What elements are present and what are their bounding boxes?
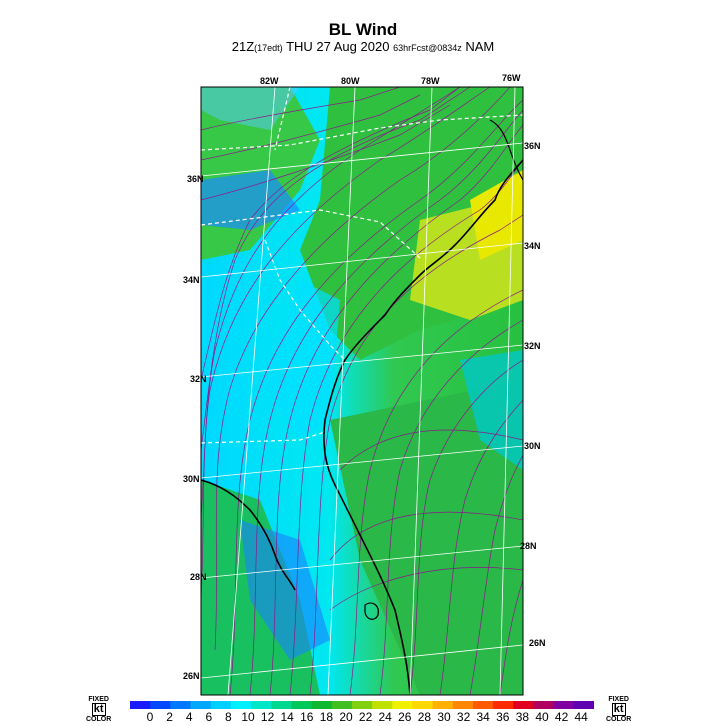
colorbar-tick-label: 40 bbox=[535, 710, 549, 724]
field-green-ocean bbox=[330, 380, 523, 695]
colorbar-swatch bbox=[351, 701, 373, 709]
colorbar-tick-label: 22 bbox=[358, 710, 373, 724]
colorbar-swatch bbox=[230, 701, 252, 709]
colorbar-right-legend: FIXED kt COLOR bbox=[606, 696, 631, 723]
lat-label-left-34n: 34N bbox=[183, 275, 200, 285]
lat-label-left-26n: 26N bbox=[183, 671, 200, 681]
colorbar bbox=[130, 701, 594, 709]
colorbar-swatch bbox=[311, 701, 333, 709]
field-blue-carolina bbox=[201, 170, 300, 230]
chart-title: BL Wind bbox=[328, 20, 398, 39]
colorbar-swatch bbox=[251, 701, 272, 709]
lon-label-80w: 80W bbox=[341, 76, 360, 86]
colorbar-tick-label: 24 bbox=[378, 710, 392, 724]
colorbar-left-fixed: FIXED bbox=[88, 696, 109, 703]
colorbar-tick-label: 38 bbox=[515, 710, 530, 724]
lon-label-78w: 78W bbox=[421, 76, 440, 86]
colorbar-tick-label: 32 bbox=[456, 710, 471, 724]
colorbar-tick-label: 8 bbox=[225, 710, 232, 724]
subtitle-model: NAM bbox=[465, 39, 495, 54]
lat-label-left-32n: 32N bbox=[190, 374, 207, 384]
lat-label-left-36n: 36N bbox=[187, 174, 204, 184]
atlantic-coastline bbox=[323, 159, 523, 695]
field-cyan-georgia bbox=[260, 280, 340, 440]
graticule bbox=[201, 87, 523, 695]
gulf-coastline bbox=[201, 479, 296, 591]
outer-banks bbox=[489, 119, 523, 181]
map-frame bbox=[200, 86, 524, 696]
colorbar-swatch bbox=[452, 701, 474, 709]
subtitle-local-time: (17edt) bbox=[254, 43, 283, 53]
field-blue-florida bbox=[240, 520, 330, 660]
lat-label-right-30n: 30N bbox=[524, 441, 541, 451]
subtitle-date: THU 27 Aug 2020 bbox=[286, 39, 390, 54]
colorbar-swatch bbox=[533, 701, 555, 709]
colorbar-tick-label: 44 bbox=[574, 710, 588, 724]
subtitle-forecast: 63hrFcst@0834z bbox=[393, 43, 462, 53]
colorbar-tick-label: 0 bbox=[146, 710, 154, 724]
lat-label-left-28n: 28N bbox=[190, 572, 207, 582]
colorbar-tick-label: 18 bbox=[319, 710, 334, 724]
colorbar-tick-label: 20 bbox=[339, 710, 353, 724]
lat-label-left-30n: 30N bbox=[183, 474, 200, 484]
colorbar-swatch bbox=[130, 701, 151, 709]
lat-label-right-36n: 36N bbox=[524, 141, 541, 151]
colorbar-swatch bbox=[412, 701, 434, 709]
colorbar-swatch bbox=[553, 701, 575, 709]
colorbar-swatch bbox=[271, 701, 292, 709]
colorbar-swatch bbox=[472, 701, 494, 709]
colorbar-tick-label: 4 bbox=[185, 710, 193, 724]
colorbar-left-unit: kt bbox=[91, 703, 106, 716]
colorbar-swatch bbox=[573, 701, 594, 709]
lake-okeechobee bbox=[364, 602, 379, 620]
lat-label-right-32n: 32N bbox=[524, 341, 541, 351]
lat-label-right-34n: 34N bbox=[524, 241, 541, 251]
colorbar-left-color: COLOR bbox=[86, 716, 112, 723]
lat-label-right-28n: 28N bbox=[520, 541, 537, 551]
colorbar-tick-label: 10 bbox=[241, 710, 255, 724]
chart-subtitle: 21Z(17edt) THU 27 Aug 2020 63hrFcst@0834… bbox=[0, 39, 726, 54]
colorbar-swatch bbox=[513, 701, 534, 709]
colorbar-right-fixed: FIXED bbox=[608, 696, 629, 703]
colorbar-tick-label: 2 bbox=[166, 710, 173, 724]
colorbar-tick-label: 16 bbox=[300, 710, 314, 724]
colorbar-swatch bbox=[493, 701, 514, 709]
lon-label-76w: 76W bbox=[502, 73, 521, 83]
field-yellow-core bbox=[470, 170, 523, 260]
colorbar-right-unit: kt bbox=[611, 703, 626, 716]
lon-label-82w: 82W bbox=[260, 76, 279, 86]
state-borders bbox=[201, 87, 523, 444]
subtitle-time: 21Z bbox=[231, 39, 255, 54]
colorbar-right-color: COLOR bbox=[606, 716, 632, 723]
colorbar-swatch bbox=[150, 701, 171, 709]
colorbar-swatch bbox=[432, 701, 454, 709]
lat-label-right-26n: 26N bbox=[529, 638, 546, 648]
colorbar-left-legend: FIXED kt COLOR bbox=[86, 696, 111, 723]
colorbar-tick-label: 34 bbox=[476, 710, 490, 724]
colorbar-swatch bbox=[372, 701, 393, 709]
colorbar-swatch bbox=[210, 701, 232, 709]
field-cyan-ocean bbox=[460, 350, 523, 470]
colorbar-swatch bbox=[331, 701, 353, 709]
colorbar-tick-label: 42 bbox=[554, 710, 569, 724]
streamlines bbox=[201, 87, 523, 695]
colorbar-tick-label: 36 bbox=[496, 710, 510, 724]
colorbar-swatch bbox=[392, 701, 413, 709]
colorbar-tick-label: 26 bbox=[398, 710, 412, 724]
colorbar-tick-label: 12 bbox=[260, 710, 275, 724]
colorbar-tick-label: 6 bbox=[205, 710, 213, 724]
field-blue-appalachian bbox=[201, 87, 300, 130]
colorbar-tick-label: 14 bbox=[280, 710, 294, 724]
colorbar-tick-label: 30 bbox=[437, 710, 451, 724]
colorbar-swatch bbox=[170, 701, 192, 709]
colorbar-tick-label: 28 bbox=[417, 710, 432, 724]
colorbar-swatch bbox=[291, 701, 313, 709]
colorbar-swatch bbox=[190, 701, 212, 709]
